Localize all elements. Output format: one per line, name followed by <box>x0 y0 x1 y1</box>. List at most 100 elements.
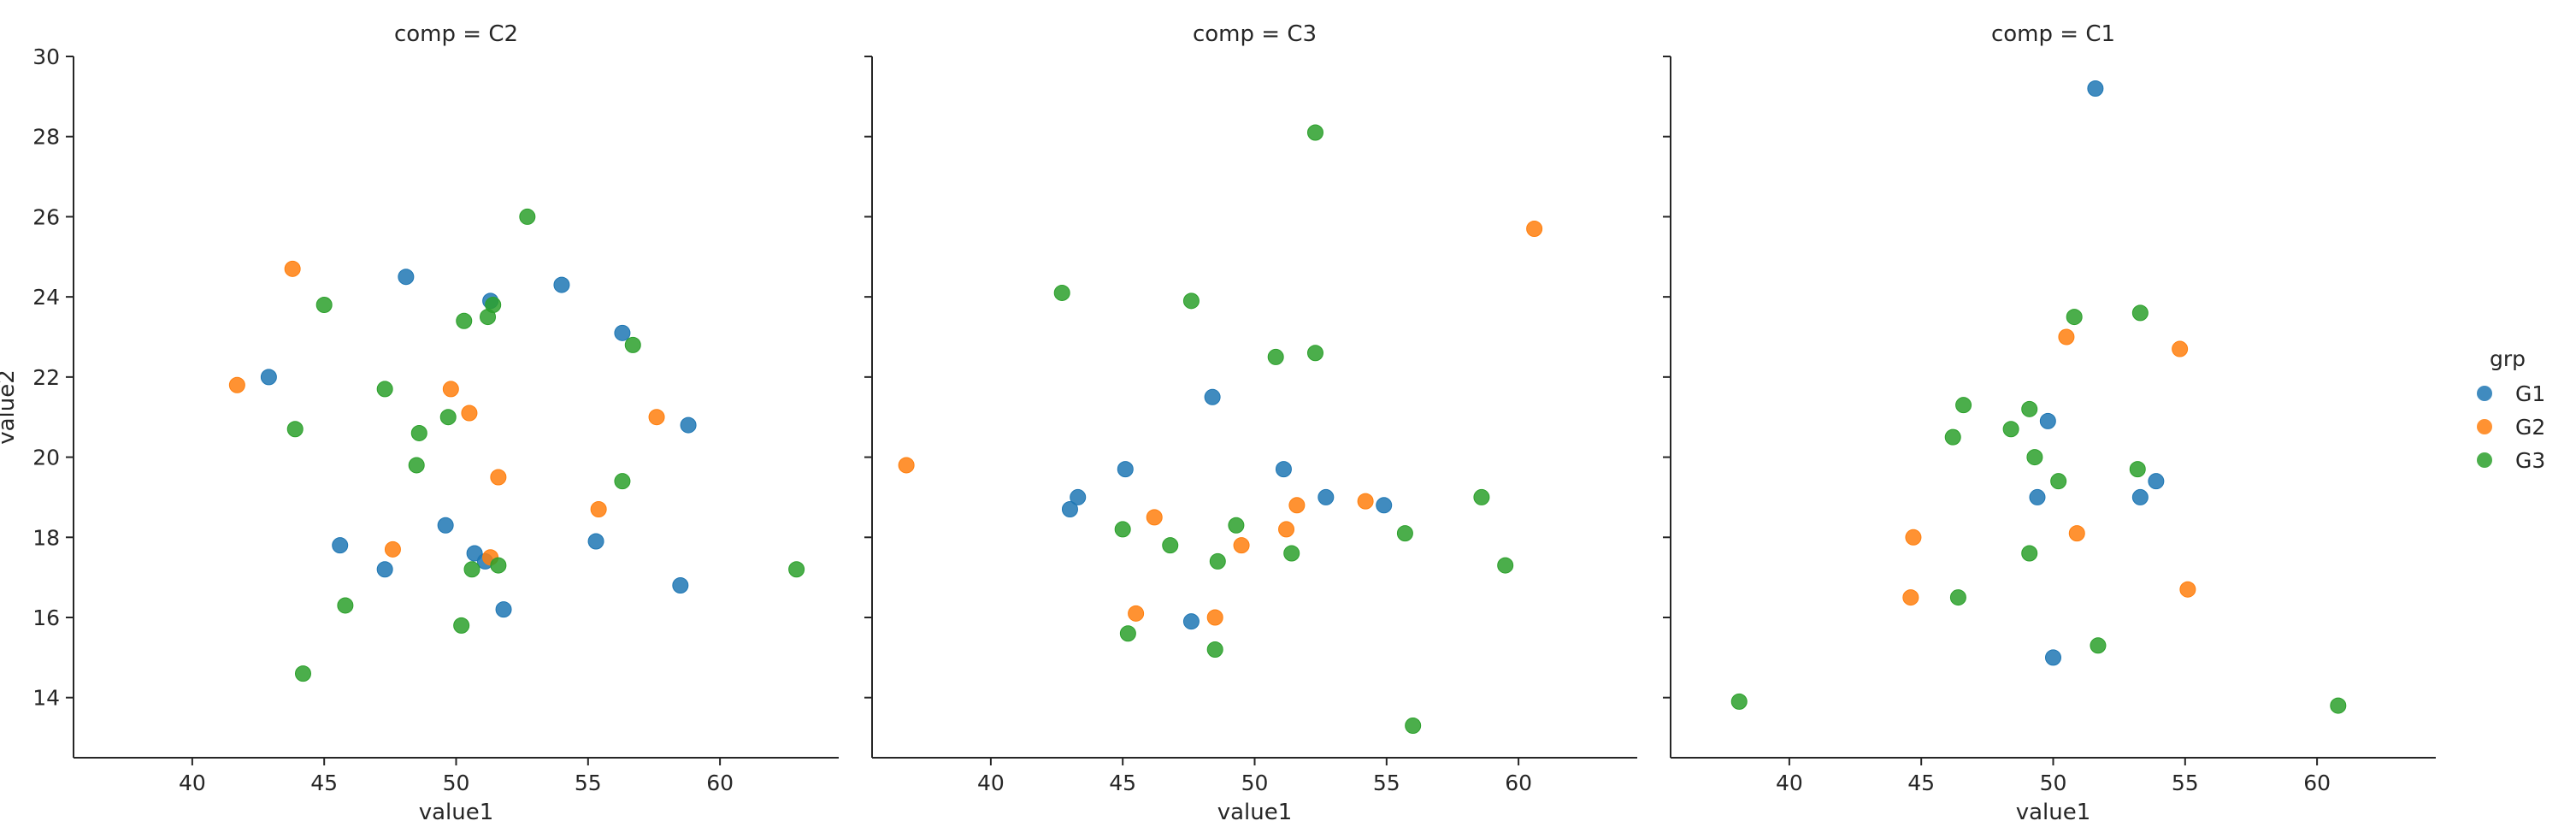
scatter-point-g3 <box>286 421 304 438</box>
x-tick-label: 60 <box>706 771 734 795</box>
scatter-point-g2 <box>590 500 607 517</box>
scatter-point-g3 <box>410 424 427 441</box>
legend-label: G3 <box>2515 448 2545 473</box>
scatter-point-g1 <box>398 269 415 286</box>
scatter-point-g3 <box>1182 292 1200 310</box>
scatter-point-g1 <box>2045 649 2061 666</box>
scatter-point-g1 <box>1117 461 1134 478</box>
scatter-point-g3 <box>519 208 536 225</box>
y-tick-label: 26 <box>32 204 60 229</box>
scatter-point-g1 <box>2039 412 2056 429</box>
scatter-point-g3 <box>1405 718 1422 735</box>
scatter-point-g1 <box>1182 613 1200 630</box>
scatter-point-g2 <box>898 457 915 474</box>
scatter-point-g3 <box>463 561 480 578</box>
scatter-point-g2 <box>1206 609 1223 626</box>
scatter-point-g3 <box>1119 625 1136 642</box>
scatter-point-g3 <box>1730 693 1748 710</box>
x-tick-label: 55 <box>575 771 602 795</box>
panel-3: comp = C1 40 45 50 55 60 value1 <box>1663 21 2436 821</box>
scatter-point-g3 <box>788 561 805 578</box>
legend-label: G2 <box>2515 415 2545 440</box>
scatter-point-g2 <box>490 469 507 486</box>
scatter-point-g2 <box>442 381 459 398</box>
scatter-point-g1 <box>2131 488 2149 505</box>
scatter-point-g1 <box>1061 500 1078 517</box>
x-tick-label: 60 <box>1505 771 1532 795</box>
scatter-point-g3 <box>1944 428 1961 446</box>
scatter-point-g1 <box>553 276 570 293</box>
scatter-point-g1 <box>680 416 697 434</box>
x-tick-label: 45 <box>310 771 338 795</box>
scatter-point-g3 <box>337 597 354 614</box>
scatter-point-g1 <box>376 561 393 578</box>
x-tick-label: 55 <box>1373 771 1400 795</box>
scatter-point-g1 <box>260 369 277 386</box>
scatter-point-g3 <box>2021 400 2038 417</box>
scatter-point-g2 <box>1278 521 1295 538</box>
x-axis-label: value1 <box>1217 800 1293 821</box>
y-tick-label: 20 <box>32 446 60 470</box>
scatter-point-g3 <box>376 381 393 398</box>
scatter-point-g3 <box>624 336 641 353</box>
scatter-point-g2 <box>1233 537 1250 554</box>
panel-title: comp = C1 <box>1991 21 2115 47</box>
legend-label: G1 <box>2515 381 2545 406</box>
scatter-point-g3 <box>1955 397 1972 414</box>
scatter-point-g3 <box>2090 637 2107 654</box>
scatter-point-g3 <box>1267 348 1284 365</box>
scatter-point-g1 <box>1070 488 1087 505</box>
scatter-point-g3 <box>1306 345 1323 362</box>
panel-2: comp = C3 40 45 50 55 60 value1 <box>864 21 1637 821</box>
scatter-point-g3 <box>315 297 333 314</box>
scatter-point-g3 <box>1396 525 1413 542</box>
panel-title: comp = C3 <box>1193 21 1317 47</box>
scatter-point-g1 <box>2029 488 2046 505</box>
legend-marker-g3 <box>2477 452 2492 468</box>
scatter-point-g3 <box>1306 124 1323 141</box>
scatter-point-g1 <box>1275 461 1292 478</box>
scatter-point-g3 <box>614 473 631 490</box>
scatter-point-g2 <box>648 409 665 426</box>
scatter-point-g3 <box>456 312 473 329</box>
scatter-point-g2 <box>284 260 301 277</box>
y-tick-label: 24 <box>32 285 60 310</box>
scatter-point-g2 <box>461 405 478 422</box>
x-tick-label: 40 <box>179 771 206 795</box>
scatter-point-g3 <box>1162 537 1179 554</box>
x-tick-label: 50 <box>1241 771 1269 795</box>
y-axis-label: value2 <box>0 369 20 445</box>
panel-title: comp = C2 <box>394 21 518 47</box>
legend-marker-g1 <box>2477 386 2492 401</box>
y-tick-label: 14 <box>32 686 60 711</box>
scatter-point-g3 <box>2002 421 2019 438</box>
scatter-point-g3 <box>1283 545 1300 562</box>
x-tick-label: 50 <box>2040 771 2067 795</box>
scatter-point-g2 <box>1288 497 1306 514</box>
x-tick-label: 50 <box>443 771 470 795</box>
scatter-point-g1 <box>2087 80 2104 97</box>
scatter-point-g3 <box>2131 304 2149 322</box>
legend-title: grp <box>2490 346 2526 371</box>
x-axis-label: value1 <box>419 800 494 821</box>
scatter-point-g1 <box>1376 497 1393 514</box>
scatter-point-g1 <box>495 601 512 618</box>
scatter-point-g3 <box>1949 589 1966 606</box>
scatter-point-g1 <box>2148 473 2165 490</box>
scatter-point-g1 <box>587 533 604 550</box>
x-tick-label: 45 <box>1907 771 1935 795</box>
scatter-point-g3 <box>1473 488 1490 505</box>
y-tick-label: 18 <box>32 525 60 550</box>
y-tick-label: 30 <box>32 44 60 69</box>
scatter-point-g2 <box>1128 605 1145 622</box>
scatter-point-g3 <box>2021 545 2038 562</box>
y-tick-label: 22 <box>32 365 60 390</box>
scatter-point-g3 <box>2330 697 2347 714</box>
scatter-point-g3 <box>490 557 507 574</box>
scatter-point-g3 <box>1206 641 1223 658</box>
scatter-point-g3 <box>485 297 502 314</box>
scatter-point-g3 <box>408 457 425 474</box>
y-tick-label: 28 <box>32 125 60 150</box>
scatter-point-g1 <box>1317 488 1335 505</box>
